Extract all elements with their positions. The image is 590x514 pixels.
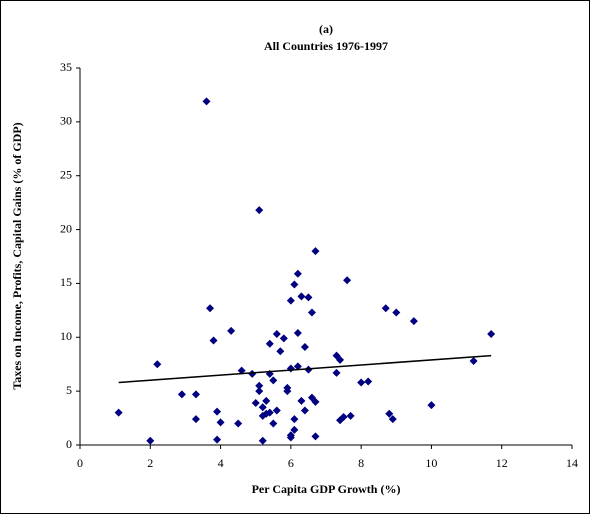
y-axis-label: Taxes on Income, Profits, Capital Gains … [10,122,24,389]
data-point [146,436,155,445]
data-point [258,436,267,445]
x-tick-label: 2 [147,456,153,470]
trend-line [118,354,492,384]
data-point [227,326,236,335]
data-point [191,415,200,424]
data-point [209,336,218,345]
data-point [290,425,299,434]
data-point [272,406,281,415]
data-point [269,419,278,428]
x-tick-label: 8 [358,456,364,470]
data-point [191,390,200,399]
data-point [290,280,299,289]
chart-subtitle: All Countries 1976-1997 [264,39,388,53]
data-point [339,412,348,421]
data-point [269,376,278,385]
data-point [343,276,352,285]
chart-title: (a) [319,22,333,36]
data-point [286,296,295,305]
y-tick-label: 15 [60,275,72,289]
data-point [297,396,306,405]
data-point [258,403,267,412]
data-point [283,387,292,396]
data-point [364,377,373,386]
data-point [237,366,246,375]
data-point [153,360,162,369]
data-point [276,347,285,356]
data-point [286,431,295,440]
data-point [392,308,401,317]
data-point [297,292,306,301]
data-point [262,396,271,405]
data-point [469,356,478,365]
data-point [304,365,313,374]
data-point [357,378,366,387]
data-point [234,419,243,428]
y-tick-label: 30 [60,114,72,128]
y-tick-label: 25 [60,167,72,181]
data-point [206,304,215,313]
data-point [336,355,345,364]
data-point [255,381,264,390]
data-point [255,206,264,215]
data-point [265,339,274,348]
data-point [346,411,355,420]
data-point [293,328,302,337]
data-point [311,247,320,256]
y-tick-label: 10 [60,329,72,343]
data-point [381,304,390,313]
data-point [300,342,309,351]
data-point [293,362,302,371]
data-point [409,317,418,326]
x-tick-label: 0 [77,456,83,470]
y-tick-label: 35 [60,60,72,74]
data-point [385,409,394,418]
x-tick-label: 4 [218,456,224,470]
data-point [293,269,302,278]
x-tick-label: 12 [496,456,508,470]
x-tick-label: 10 [425,456,437,470]
data-point [202,97,211,106]
y-tick-label: 20 [60,221,72,235]
data-point [487,330,496,339]
data-point [311,397,320,406]
data-point [114,408,123,417]
data-point [427,401,436,410]
x-tick-label: 14 [566,456,578,470]
data-point [307,308,316,317]
data-point [304,293,313,302]
data-point [332,368,341,377]
data-point [300,406,309,415]
data-point [216,418,225,427]
data-point [290,415,299,424]
data-point [213,407,222,416]
x-tick-label: 6 [288,456,294,470]
data-point [248,369,257,378]
data-point [251,398,260,407]
data-point [279,334,288,343]
data-point [213,435,222,444]
data-point [388,415,397,424]
data-point [265,408,274,417]
data-point [272,330,281,339]
x-axis-label: Per Capita GDP Growth (%) [252,482,401,496]
y-tick-label: 0 [66,437,72,451]
data-point [255,387,264,396]
y-tick-label: 5 [66,383,72,397]
data-point [311,432,320,441]
data-point [177,390,186,399]
